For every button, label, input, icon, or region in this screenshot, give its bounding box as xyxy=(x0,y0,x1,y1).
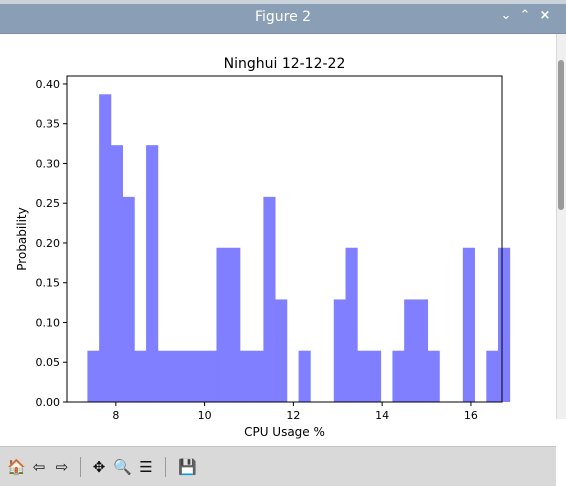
x-tick-label: 8 xyxy=(112,409,119,422)
histogram-bar xyxy=(427,350,440,402)
y-tick-label: 0.30 xyxy=(36,157,61,170)
histogram-bar xyxy=(298,350,311,402)
histogram-bar xyxy=(239,350,253,402)
window-title: Figure 2 xyxy=(254,9,312,25)
histogram-bar xyxy=(462,247,475,402)
histogram-bar xyxy=(263,196,276,402)
x-tick-label: 14 xyxy=(375,409,389,422)
x-tick-group: 8 10 12 14 16 xyxy=(112,402,478,422)
y-tick-label: 0.15 xyxy=(36,277,61,290)
histogram-bar xyxy=(333,299,346,402)
zoom-icon[interactable]: 🔍 xyxy=(113,458,132,476)
bar-group xyxy=(87,94,511,402)
y-tick-label: 0.05 xyxy=(36,356,61,369)
back-arrow-icon[interactable]: ⇦ xyxy=(32,458,46,476)
y-tick-label: 0.25 xyxy=(36,197,61,210)
close-button[interactable]: × xyxy=(539,8,551,23)
histogram-bar xyxy=(181,350,194,402)
histogram-bar xyxy=(204,350,217,402)
histogram-bar xyxy=(357,350,370,402)
toolbar-separator xyxy=(165,457,166,477)
save-icon[interactable]: 💾 xyxy=(178,458,197,476)
minimize-button[interactable]: ⌄ xyxy=(500,8,512,23)
histogram-bar xyxy=(486,350,499,402)
histogram-chart: 8 10 12 14 16 0.000.050.100.150.200.250.300.… xyxy=(15,56,511,439)
y-tick-label: 0.20 xyxy=(36,237,61,250)
configure-subplots-icon[interactable]: ☰ xyxy=(139,458,153,476)
histogram-bar xyxy=(87,350,100,402)
y-axis-label: Probability xyxy=(15,207,29,270)
histogram-bar xyxy=(216,247,229,402)
home-icon[interactable]: 🏠 xyxy=(7,458,26,476)
histogram-bar xyxy=(134,350,147,402)
histogram-bar xyxy=(498,247,511,402)
forward-arrow-icon[interactable]: ⇨ xyxy=(55,458,69,476)
histogram-bar xyxy=(169,350,182,402)
maximize-button[interactable]: ⌃ xyxy=(519,8,531,23)
histogram-bar xyxy=(275,299,288,402)
scrollbar-thumb[interactable] xyxy=(558,60,564,210)
histogram-bar xyxy=(157,350,170,402)
histogram-bar xyxy=(193,350,206,402)
histogram-bar xyxy=(392,350,405,402)
histogram-bar xyxy=(99,94,112,402)
x-tick-label: 16 xyxy=(464,409,478,422)
window-titlebar[interactable]: Figure 2 ⌄ ⌃ × xyxy=(0,0,566,34)
window-top-strip xyxy=(0,0,566,4)
histogram-bar xyxy=(345,247,358,402)
pan-icon[interactable]: ✥ xyxy=(92,458,106,476)
matplotlib-toolbar: 🏠 ⇦ ⇨ ✥ 🔍 ☰ 💾 xyxy=(0,446,556,486)
scrollbar-track[interactable] xyxy=(556,34,566,419)
y-tick-label: 0.10 xyxy=(36,316,61,329)
x-tick-label: 12 xyxy=(286,409,300,422)
y-tick-label: 0.40 xyxy=(36,78,61,91)
y-tick-group: 0.00 0.05 0.10 0.15 0.20 0.25 0.30 0.35 0.40 xyxy=(36,78,67,409)
histogram-bar xyxy=(228,247,241,402)
axes-frame xyxy=(66,75,503,403)
histogram-bar xyxy=(110,145,124,402)
y-tick-label: 0.35 xyxy=(36,118,61,131)
histogram-bar xyxy=(404,299,417,402)
y-tick-label: 0.00 xyxy=(36,396,61,409)
toolbar-separator xyxy=(80,457,81,477)
x-axis-label: CPU Usage % xyxy=(244,425,325,439)
histogram-bar xyxy=(251,350,264,402)
histogram-bar xyxy=(415,299,429,402)
histogram-bar xyxy=(368,350,382,402)
histogram-bar xyxy=(146,145,159,402)
histogram-bar xyxy=(122,196,135,402)
chart-title: Ninghui 12-12-22 xyxy=(224,56,346,72)
x-tick-label: 10 xyxy=(198,409,212,422)
